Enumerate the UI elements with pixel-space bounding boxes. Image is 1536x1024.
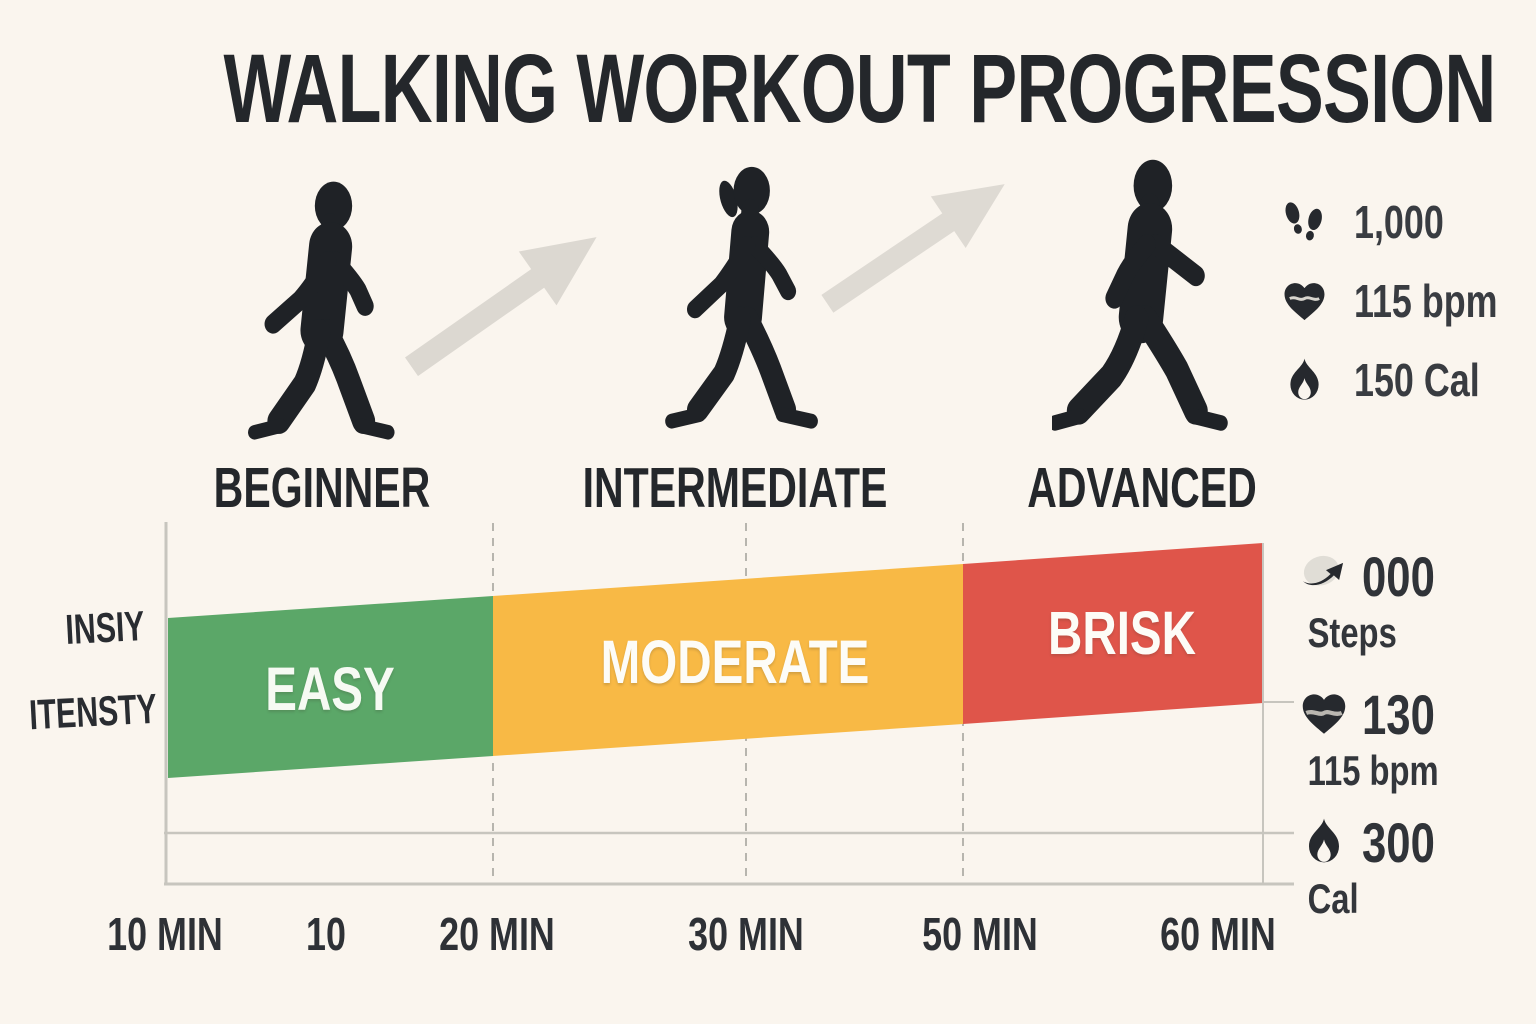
flame-icon: [1299, 817, 1349, 867]
walking-woman-icon: [665, 166, 818, 429]
x-tick-10min: 10 MIN: [107, 908, 223, 960]
side-calories-value: 300: [1362, 810, 1435, 874]
stat-row-steps: 1,000: [1281, 196, 1536, 248]
page-title-text: WALKING WORKOUT PROGRESSION: [223, 34, 1496, 143]
band-label-brisk: BRISK: [1047, 599, 1197, 667]
band-label-easy: EASY: [265, 655, 395, 723]
side-heart-value: 130: [1362, 682, 1435, 746]
beginner-walker-figure: [243, 180, 401, 442]
stat-row-heart-rate: 115 bpm: [1281, 275, 1536, 327]
summary-stats: 1,000 115 bpm 150 Cal: [1281, 196, 1536, 406]
x-tick-20min: 20 MIN: [439, 908, 555, 960]
side-steps-label: Steps: [1307, 609, 1397, 656]
x-tick-60min: 60 MIN: [1160, 908, 1276, 960]
page-title: WALKING WORKOUT PROGRESSION: [0, 40, 1536, 137]
heart-rate-value: 115 bpm: [1354, 275, 1498, 327]
progress-arrow-2-icon: [809, 158, 1022, 331]
calories-value: 150 Cal: [1354, 354, 1480, 406]
heart-icon: [1299, 689, 1349, 739]
swoosh-steps-icon: [1299, 551, 1349, 601]
x-tick-10: 10: [306, 908, 346, 960]
progress-arrow-1-icon: [393, 210, 616, 394]
stage-label-beginner: BEGINNER: [213, 456, 431, 520]
x-tick-50min: 50 MIN: [922, 908, 1038, 960]
side-calories-label: Cal: [1307, 875, 1359, 922]
intermediate-walker-figure: [663, 166, 823, 436]
flame-icon: [1281, 357, 1328, 404]
advanced-walker-figure: [1052, 158, 1230, 442]
walking-man-icon: [1052, 159, 1228, 431]
stage-label-advanced: ADVANCED: [1027, 456, 1257, 520]
side-stat-heart-rate: 130 115 bpm: [1299, 683, 1478, 795]
side-steps-value: 000: [1362, 544, 1435, 608]
side-heart-label: 115 bpm: [1307, 747, 1439, 794]
side-stat-steps: 000 Steps: [1299, 545, 1455, 657]
stat-row-calories: 150 Cal: [1281, 354, 1536, 406]
band-label-moderate: MODERATE: [600, 628, 870, 696]
heart-icon: [1281, 278, 1328, 325]
side-stat-calories: 300 Cal: [1299, 811, 1455, 923]
intensity-axis-label-2: ITENSTY: [27, 684, 158, 739]
footprints-icon: [1281, 199, 1328, 246]
x-tick-30min: 30 MIN: [688, 908, 804, 960]
walking-man-icon: [248, 181, 395, 440]
stage-label-intermediate: INTERMEDIATE: [582, 456, 888, 520]
steps-value: 1,000: [1354, 196, 1444, 248]
intensity-axis-label-1: INSIY: [64, 601, 146, 654]
